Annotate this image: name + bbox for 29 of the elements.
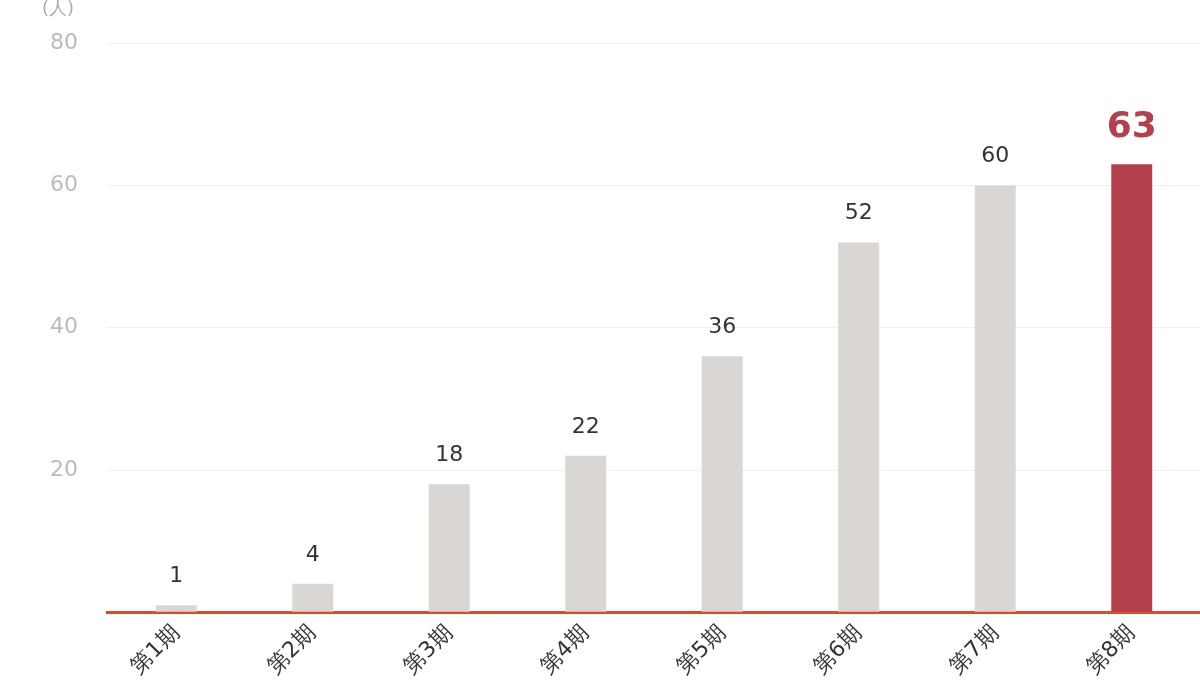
x-tick-label: 第7期 [944, 619, 1003, 679]
x-tick-label: 第2期 [261, 619, 321, 679]
bar [1111, 164, 1153, 612]
bar [292, 583, 334, 612]
y-tick-label: 40 [49, 313, 78, 339]
data-label: 18 [435, 440, 464, 466]
data-label: 1 [169, 561, 184, 587]
data-label: 60 [981, 142, 1010, 168]
bar [155, 605, 197, 612]
x-tick-label: 第4期 [534, 619, 594, 679]
y-tick-label: 20 [49, 455, 78, 481]
bar [838, 242, 880, 612]
bar [428, 484, 470, 612]
x-tick-label: 第3期 [398, 619, 457, 679]
x-tick-label: 第8期 [1080, 619, 1140, 679]
y-tick-label: 60 [49, 171, 78, 197]
y-axis-title: (人) [41, 0, 75, 18]
x-tick-label: 第6期 [807, 619, 867, 679]
y-tick-label: 80 [49, 28, 78, 54]
x-tick-label: 第1期 [125, 619, 184, 679]
data-label: 63 [1106, 104, 1157, 146]
data-label: 36 [708, 312, 737, 338]
data-label: 52 [844, 199, 873, 225]
bar [974, 185, 1016, 612]
bar [701, 356, 743, 612]
data-label: 4 [305, 540, 320, 566]
data-label: 22 [571, 412, 600, 438]
bar [565, 455, 607, 612]
x-tick-label: 第5期 [671, 619, 730, 679]
